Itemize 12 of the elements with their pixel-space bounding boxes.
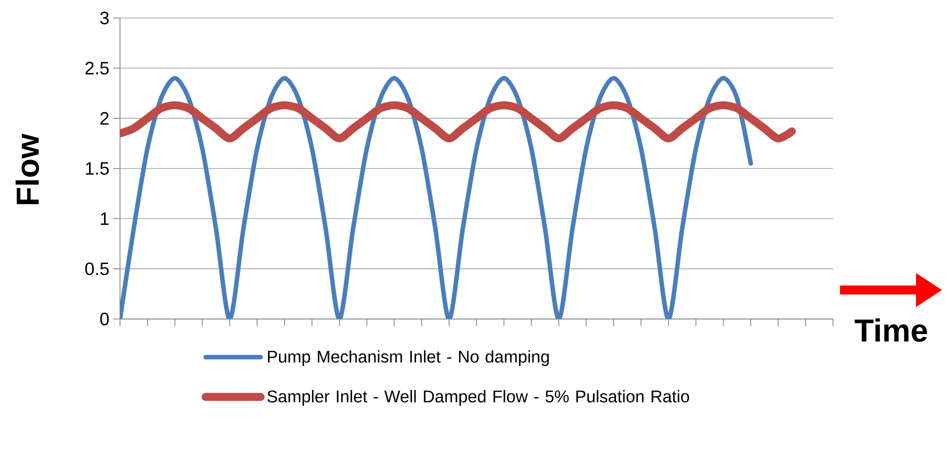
x-axis-title: Time bbox=[854, 318, 928, 342]
y-tick-label: 3 bbox=[100, 12, 109, 24]
legend-label: Pump Mechanism Inlet - No damping bbox=[268, 350, 549, 366]
y-tick-label: 0.5 bbox=[85, 262, 109, 276]
y-axis-title: Flow bbox=[16, 134, 40, 204]
y-tick-label: 1.5 bbox=[86, 162, 109, 175]
y-tick-label: 2.5 bbox=[85, 62, 109, 74]
y-tick-label: 0 bbox=[100, 312, 109, 326]
y-tick-label: 2 bbox=[100, 112, 109, 125]
y-tick-label: 1 bbox=[100, 212, 109, 225]
legend-label: Sampler Inlet - Well Damped Flow - 5% Pulsation Ratio bbox=[267, 390, 690, 406]
line-series bbox=[120, 76, 753, 319]
